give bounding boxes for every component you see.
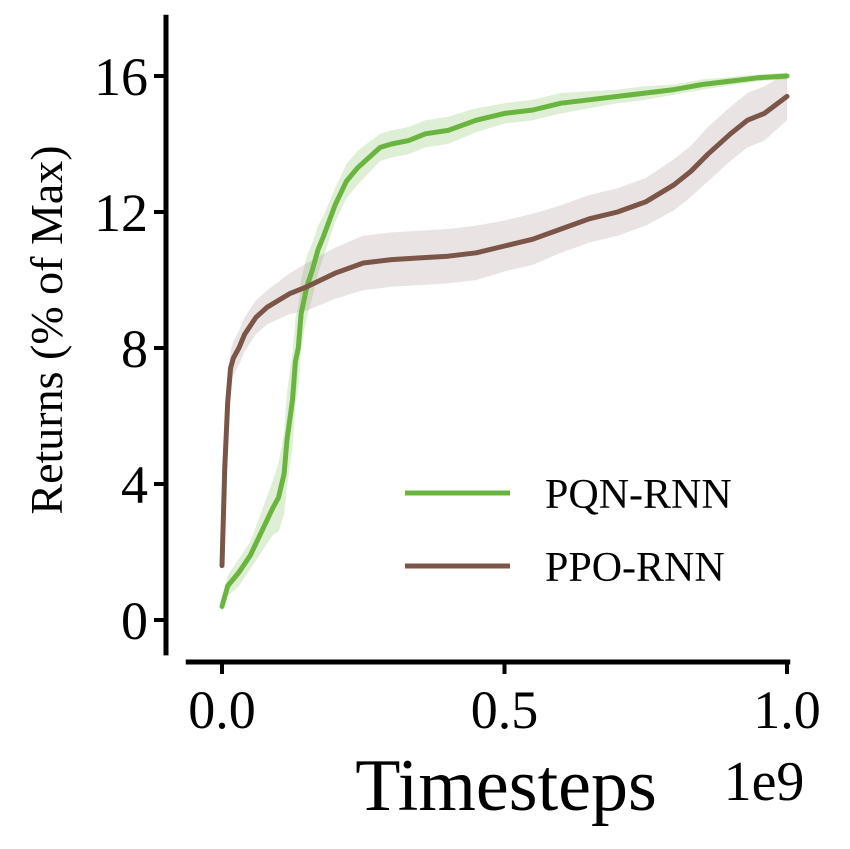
legend-label-pqn-rnn: PQN-RNN	[545, 472, 732, 518]
y-tick-label: 4	[121, 455, 148, 515]
y-tick-label: 12	[94, 183, 148, 243]
confidence-bands	[222, 72, 787, 614]
y-axis-label: Returns (% of Max)	[21, 145, 72, 514]
legend: PQN-RNN PPO-RNN	[405, 472, 732, 591]
line-pqn-rnn	[219, 73, 790, 609]
x-tick-label: 0.0	[188, 680, 256, 740]
legend-label-ppo-rnn: PPO-RNN	[545, 545, 725, 591]
x-axis-ticks: 0.0 0.5 1.0	[188, 662, 821, 740]
y-tick-label: 0	[121, 591, 148, 651]
y-tick-label: 16	[94, 47, 148, 107]
band-ppo-rnn	[222, 72, 787, 576]
x-axis-offset-label: 1e9	[724, 751, 805, 813]
y-axis-ticks: 0 4 8 12 16	[94, 47, 166, 651]
x-tick-label: 0.5	[471, 680, 539, 740]
line-ppo-rnn	[219, 93, 790, 569]
x-tick-label: 1.0	[753, 680, 821, 740]
series-lines	[219, 73, 790, 609]
y-tick-label: 8	[121, 319, 148, 379]
x-axis-label: Timesteps	[355, 745, 657, 827]
